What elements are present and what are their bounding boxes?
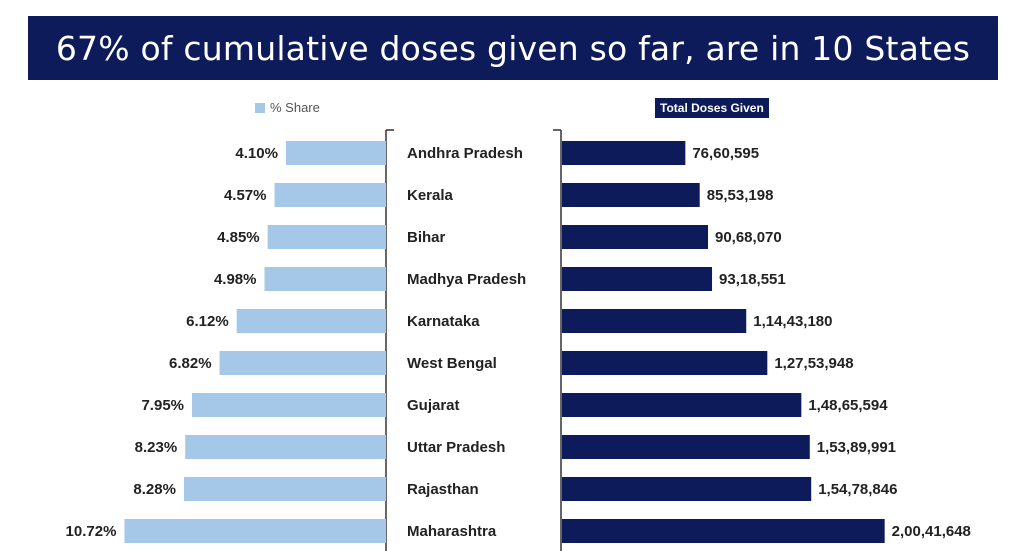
state-label: Uttar Pradesh: [407, 439, 505, 456]
share-bar: [236, 309, 386, 333]
doses-bar: [562, 141, 686, 165]
state-label: Gujarat: [407, 397, 460, 414]
doses-bar: [562, 351, 768, 375]
share-bar: [124, 519, 386, 543]
share-value-label: 7.95%: [141, 397, 184, 414]
doses-bar: [562, 393, 802, 417]
state-label: Bihar: [407, 229, 446, 246]
state-label: West Bengal: [407, 355, 497, 372]
state-label: Karnataka: [407, 313, 480, 330]
legend-share-swatch: [255, 102, 265, 113]
doses-value-label: 1,54,78,846: [818, 481, 897, 498]
doses-value-label: 1,14,43,180: [753, 313, 832, 330]
doses-value-label: 76,60,595: [692, 145, 759, 162]
chart-title: 67% of cumulative doses given so far, ar…: [55, 28, 971, 68]
share-value-label: 6.12%: [186, 313, 229, 330]
share-bar: [274, 183, 386, 207]
state-label: Kerala: [407, 187, 454, 204]
share-bar: [192, 393, 386, 417]
share-bar: [285, 141, 386, 165]
state-label: Madhya Pradesh: [407, 271, 526, 288]
share-bar: [267, 225, 386, 249]
share-bar: [185, 435, 386, 459]
doses-bar: [562, 309, 747, 333]
doses-value-label: 93,18,551: [719, 271, 786, 288]
chart-title-band: 67% of cumulative doses given so far, ar…: [28, 16, 998, 80]
share-value-label: 8.23%: [135, 439, 178, 456]
doses-bar: [562, 519, 885, 543]
doses-bar: [562, 477, 812, 501]
share-value-label: 10.72%: [66, 523, 117, 540]
doses-value-label: 1,48,65,594: [808, 397, 888, 414]
share-bar: [264, 267, 386, 291]
doses-bar: [562, 225, 708, 249]
legend-doses: Total Doses Given: [655, 98, 769, 118]
state-label: Maharashtra: [407, 523, 497, 540]
doses-value-label: 90,68,070: [715, 229, 782, 246]
doses-value-label: 2,00,41,648: [892, 523, 971, 540]
doses-bar: [562, 183, 700, 207]
state-label: Andhra Pradesh: [407, 145, 523, 162]
doses-value-label: 85,53,198: [707, 187, 774, 204]
doses-value-label: 1,27,53,948: [774, 355, 853, 372]
share-bar: [219, 351, 386, 375]
doses-value-label: 1,53,89,991: [817, 439, 896, 456]
doses-bar: [562, 267, 713, 291]
state-label: Rajasthan: [407, 481, 479, 498]
legend-share-label: % Share: [270, 100, 320, 115]
share-value-label: 4.57%: [224, 187, 267, 204]
legend-doses-label: Total Doses Given: [660, 101, 764, 115]
legend-share: % Share: [255, 100, 320, 115]
share-value-label: 8.28%: [133, 481, 176, 498]
share-value-label: 4.85%: [217, 229, 260, 246]
share-value-label: 6.82%: [169, 355, 212, 372]
share-value-label: 4.98%: [214, 271, 257, 288]
doses-bar: [562, 435, 810, 459]
share-value-label: 4.10%: [235, 145, 278, 162]
share-bar: [183, 477, 386, 501]
